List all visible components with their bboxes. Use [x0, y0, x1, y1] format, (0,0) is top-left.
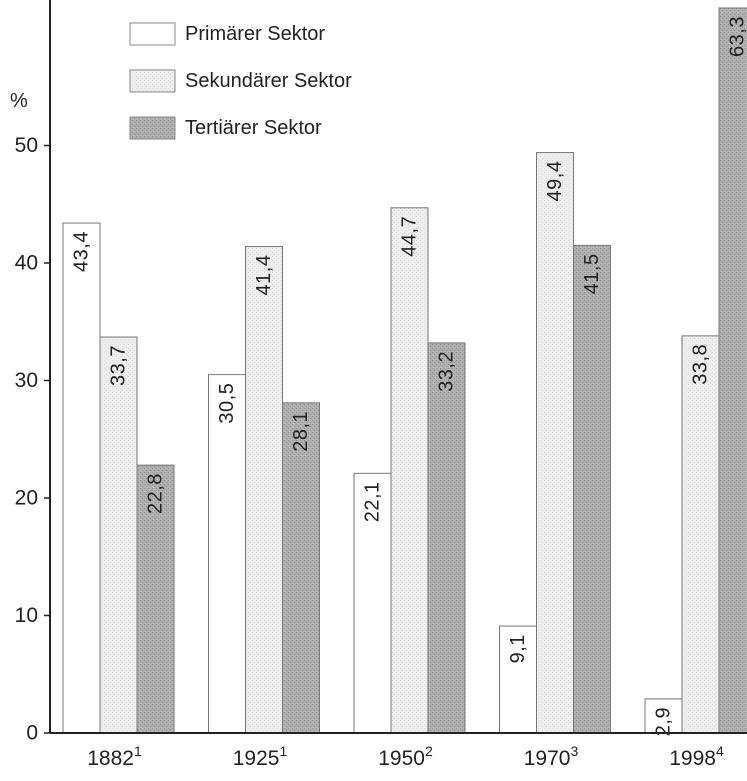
x-tick-year: 1998	[669, 747, 716, 770]
x-tick-year: 1970	[524, 747, 571, 770]
bar-1998-series-2	[719, 8, 747, 733]
bar-1882-series-1	[100, 337, 137, 733]
x-tick-label: 19984	[669, 743, 724, 770]
bar-1970-series-2	[574, 245, 611, 733]
bar-value-label: 63,3	[727, 16, 747, 57]
y-tick-label: 0	[26, 722, 38, 745]
bar-value-label: 43,4	[71, 231, 93, 272]
bar-value-label: 9,1	[507, 634, 529, 663]
legend-swatch-0	[130, 23, 175, 45]
y-tick-label: 20	[15, 487, 38, 510]
legend-swatch-2	[130, 117, 175, 139]
bar-value-label: 22,8	[145, 473, 167, 514]
x-tick-label: 19703	[524, 743, 579, 770]
x-tick-note: 2	[425, 743, 433, 759]
bar-1950-series-2	[428, 343, 465, 733]
y-tick-label: 10	[15, 604, 38, 627]
bar-value-label: 28,1	[290, 411, 312, 452]
bar-value-label: 33,2	[436, 351, 458, 392]
x-tick-year: 1882	[87, 747, 134, 770]
x-tick-note: 3	[570, 743, 578, 759]
x-tick-note: 4	[716, 743, 724, 759]
y-tick-label: 30	[15, 369, 38, 392]
x-tick-note: 1	[279, 743, 287, 759]
legend-label-2: Tertiärer Sektor	[185, 117, 322, 139]
bar-1925-series-1	[246, 247, 283, 733]
y-tick-label: 50	[15, 134, 38, 157]
x-tick-label: 19251	[233, 743, 288, 770]
bar-value-label: 44,7	[399, 216, 421, 257]
bar-value-label: 33,7	[108, 345, 130, 386]
x-tick-year: 1925	[233, 747, 280, 770]
y-tick-label: 40	[15, 252, 38, 275]
bar-value-label: 30,5	[216, 383, 238, 424]
legend-label-1: Sekundärer Sektor	[185, 70, 352, 92]
x-tick-label: 19502	[378, 743, 433, 770]
bar-1970-series-1	[537, 153, 574, 733]
x-tick-note: 1	[134, 743, 142, 759]
bar-value-label: 41,5	[581, 253, 603, 294]
bar-value-label: 41,4	[253, 255, 275, 296]
bar-value-label: 22,1	[362, 481, 384, 522]
legend-swatch-1	[130, 70, 175, 92]
x-tick-label: 18821	[87, 743, 142, 770]
y-axis-unit-label: %	[10, 90, 28, 112]
bar-1950-series-1	[391, 208, 428, 733]
x-tick-year: 1950	[378, 747, 425, 770]
bar-1998-series-1	[682, 336, 719, 733]
legend-label-0: Primärer Sektor	[185, 23, 325, 45]
bar-1882-series-0	[63, 223, 100, 733]
bar-1925-series-0	[209, 375, 246, 733]
bar-value-label: 33,8	[690, 344, 712, 385]
legend: Primärer Sektor Sekundärer Sektor Tertiäre…	[130, 23, 352, 139]
bar-value-label: 2,9	[653, 707, 675, 736]
bar-value-label: 49,4	[544, 161, 566, 202]
